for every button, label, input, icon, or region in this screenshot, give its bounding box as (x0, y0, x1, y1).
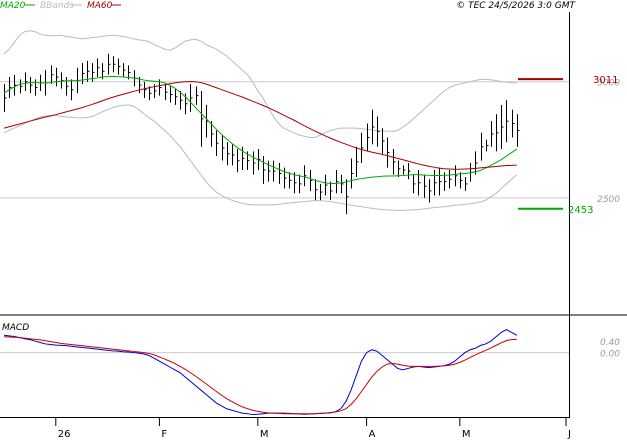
price-bars (4, 53, 520, 215)
series-ma20 (3, 75, 518, 184)
macd-y-tick-label: 0.00 (600, 350, 620, 360)
main-y-axis: 3000 2500 (597, 79, 620, 205)
macd-y-tick-label: 0.40 (600, 338, 620, 348)
series-signal (3, 336, 517, 415)
x-tick-label: 26 (58, 429, 71, 440)
x-tick-label: J (567, 429, 571, 440)
macd-panel-title: MACD (2, 323, 29, 333)
price-marker-label: 2453 (568, 205, 593, 216)
x-tick-label: A (369, 429, 376, 440)
macd-lines (3, 328, 518, 416)
price-marker-label: 3011 (593, 75, 618, 86)
panel-frames (0, 12, 627, 418)
legend: MA20 BBands MA60 (0, 1, 121, 11)
x-axis-labels: 26 F M A M J (55, 418, 571, 440)
moving-averages (3, 75, 518, 184)
bollinger-bands (3, 30, 518, 211)
legend-bbands: BBands (40, 1, 74, 11)
y-tick-label: 2500 (597, 195, 620, 205)
x-tick-label: F (161, 429, 167, 440)
y-tick-label: 3000 (597, 79, 620, 89)
macd-y-axis: 0.40 0.00 (600, 338, 620, 360)
x-tick-label: M (260, 429, 269, 440)
copyright-text: © TEC 24/5/2026 3:0 GMT (456, 1, 576, 11)
series-macd (3, 328, 518, 416)
legend-ma60: MA60 (87, 1, 113, 11)
x-tick-label: M (462, 429, 471, 440)
series-bbands (3, 30, 517, 138)
series-ma60 (3, 80, 517, 170)
legend-ma20: MA20 (0, 1, 26, 11)
series-bbands-lower (3, 104, 518, 211)
price-markers: 3011 2453 (518, 75, 618, 216)
main-panel-grid (0, 81, 569, 199)
